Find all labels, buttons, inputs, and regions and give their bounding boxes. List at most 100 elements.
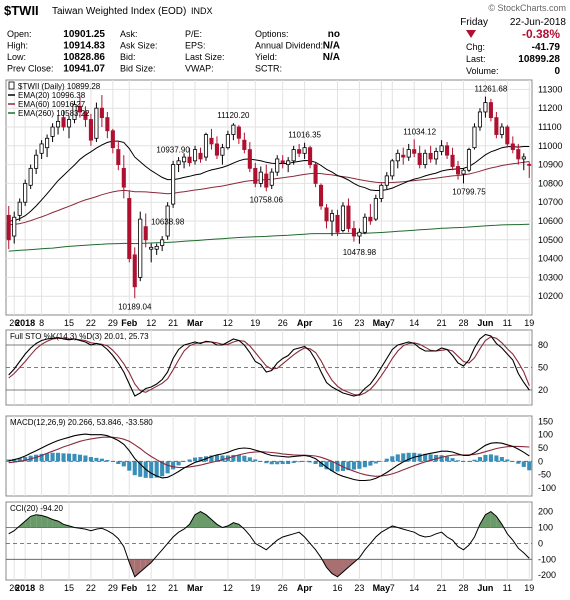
macd-histogram-bar (477, 457, 483, 462)
candle-body (477, 111, 482, 128)
cci-title: CCI(20) -94.20 (10, 504, 63, 513)
price-annotation: 10799.75 (452, 187, 486, 196)
quote-value: 10941.07 (63, 64, 105, 75)
candle-body (423, 152, 428, 166)
candle-body (28, 167, 33, 186)
x-tick-label: 23 (354, 583, 364, 593)
x-tick-label: 7 (390, 318, 395, 328)
price-annotation: 10638.98 (151, 218, 185, 227)
macd-histogram-bar (61, 453, 66, 462)
candle-body (236, 126, 241, 139)
macd-histogram-bar (110, 461, 115, 462)
macd-histogram-bar (499, 457, 504, 462)
candle-body (143, 226, 148, 241)
x-tick-label: 2018 (15, 318, 35, 328)
volume-label: Volume: (466, 66, 499, 76)
cci-oversold-fill (140, 559, 146, 573)
x-tick-label: 11 (503, 583, 512, 593)
sto-title: Full STO %K(14,3) %D(3) 20.01, 25.73 (10, 332, 149, 341)
candle-body (160, 239, 165, 246)
macd-histogram-bar (138, 461, 143, 477)
legend-candle-swatch (8, 81, 15, 90)
macd-y-tick-label: -100 (538, 483, 556, 493)
x-tick-label: 11 (503, 318, 512, 328)
cci-overbought-fill (36, 514, 42, 528)
macd-panel: -100 -50 0 50 100 150 MACD(12,26,9) 20.266, 53… (5, 415, 556, 497)
macd-histogram-bar (417, 453, 422, 462)
sto-y-tick-label: 50 (538, 363, 548, 373)
price-y-tick-label: 11300 (538, 84, 562, 94)
x-tick-label: Feb (121, 318, 138, 328)
x-tick-label: 26 (278, 583, 288, 593)
candle-body (455, 166, 461, 175)
cci-oversold-fill (134, 559, 141, 577)
macd-histogram-bar (17, 458, 22, 462)
x-tick-label: Mar (187, 583, 204, 593)
cci-overbought-fill (30, 514, 37, 528)
candle-body (220, 147, 225, 156)
cci-y-tick-label: -200 (538, 570, 556, 580)
x-tick-label: Apr (297, 318, 313, 328)
macd-histogram-bar (187, 459, 192, 462)
x-tick-label: 12 (223, 318, 233, 328)
candle-body (319, 184, 324, 207)
macd-y-tick-label: 100 (538, 430, 553, 440)
candle-body (99, 107, 104, 118)
cci-overbought-fill (58, 521, 64, 528)
candle-body (499, 126, 504, 135)
x-tick-label: Feb (121, 583, 138, 593)
candle-body (357, 231, 362, 237)
macd-histogram-bar (286, 461, 291, 464)
ema20-line (8, 140, 530, 222)
x-tick-label: Apr (297, 583, 313, 593)
price-annotation: 11034.12 (403, 127, 436, 136)
price-y-tick-label: 10300 (538, 272, 563, 282)
price-annotation: 11261.68 (475, 85, 508, 94)
candle-body (209, 137, 214, 145)
candle-body (302, 147, 307, 154)
candle-body (138, 218, 143, 278)
macd-histogram-bar (209, 455, 214, 462)
macd-histogram-bar (198, 457, 203, 462)
candle-body (505, 126, 510, 145)
macd-histogram-bar (242, 455, 247, 462)
quote-day: Friday (460, 17, 488, 28)
macd-histogram-bar (127, 461, 132, 471)
macd-histogram-bar (494, 455, 499, 462)
macd-histogram-bar (384, 458, 389, 462)
price-y-tick-label: 10200 (538, 291, 563, 301)
quote-value: 10828.86 (63, 52, 105, 63)
candle-body (258, 171, 263, 184)
chg-value: -41.79 (532, 42, 561, 53)
quote-label: Annual Dividend: (255, 41, 323, 51)
candle-body (45, 137, 50, 149)
price-y-tick-label: 10800 (538, 178, 563, 188)
quote-label: SCTR: (255, 64, 282, 74)
candle-body (6, 214, 11, 241)
cci-overbought-fill (485, 511, 491, 528)
candle-body (521, 156, 526, 160)
candle-body (286, 160, 291, 165)
macd-histogram-bar (308, 461, 313, 463)
candle-body (472, 126, 477, 149)
macd-line (8, 433, 530, 482)
macd-histogram-bar (351, 461, 356, 470)
candle-body (23, 182, 28, 203)
candle-body (297, 149, 302, 154)
candle-body (12, 216, 17, 237)
macd-histogram-bar (220, 455, 225, 462)
macd-histogram-bar (280, 461, 285, 464)
candle-body (335, 214, 340, 233)
macd-histogram-bar (510, 461, 515, 462)
sto-y-tick-label: 80 (538, 340, 548, 350)
cci-overbought-fill (195, 511, 201, 528)
macd-histogram-bar (55, 452, 61, 462)
candle-body (192, 149, 198, 162)
cci-oversold-fill (326, 559, 333, 574)
candle-body (88, 119, 93, 141)
candle-body (401, 154, 406, 158)
macd-histogram-bar (171, 461, 176, 470)
macd-histogram-bar (192, 457, 198, 462)
price-annotation: 10189.04 (118, 302, 152, 311)
candle-body (72, 104, 77, 120)
